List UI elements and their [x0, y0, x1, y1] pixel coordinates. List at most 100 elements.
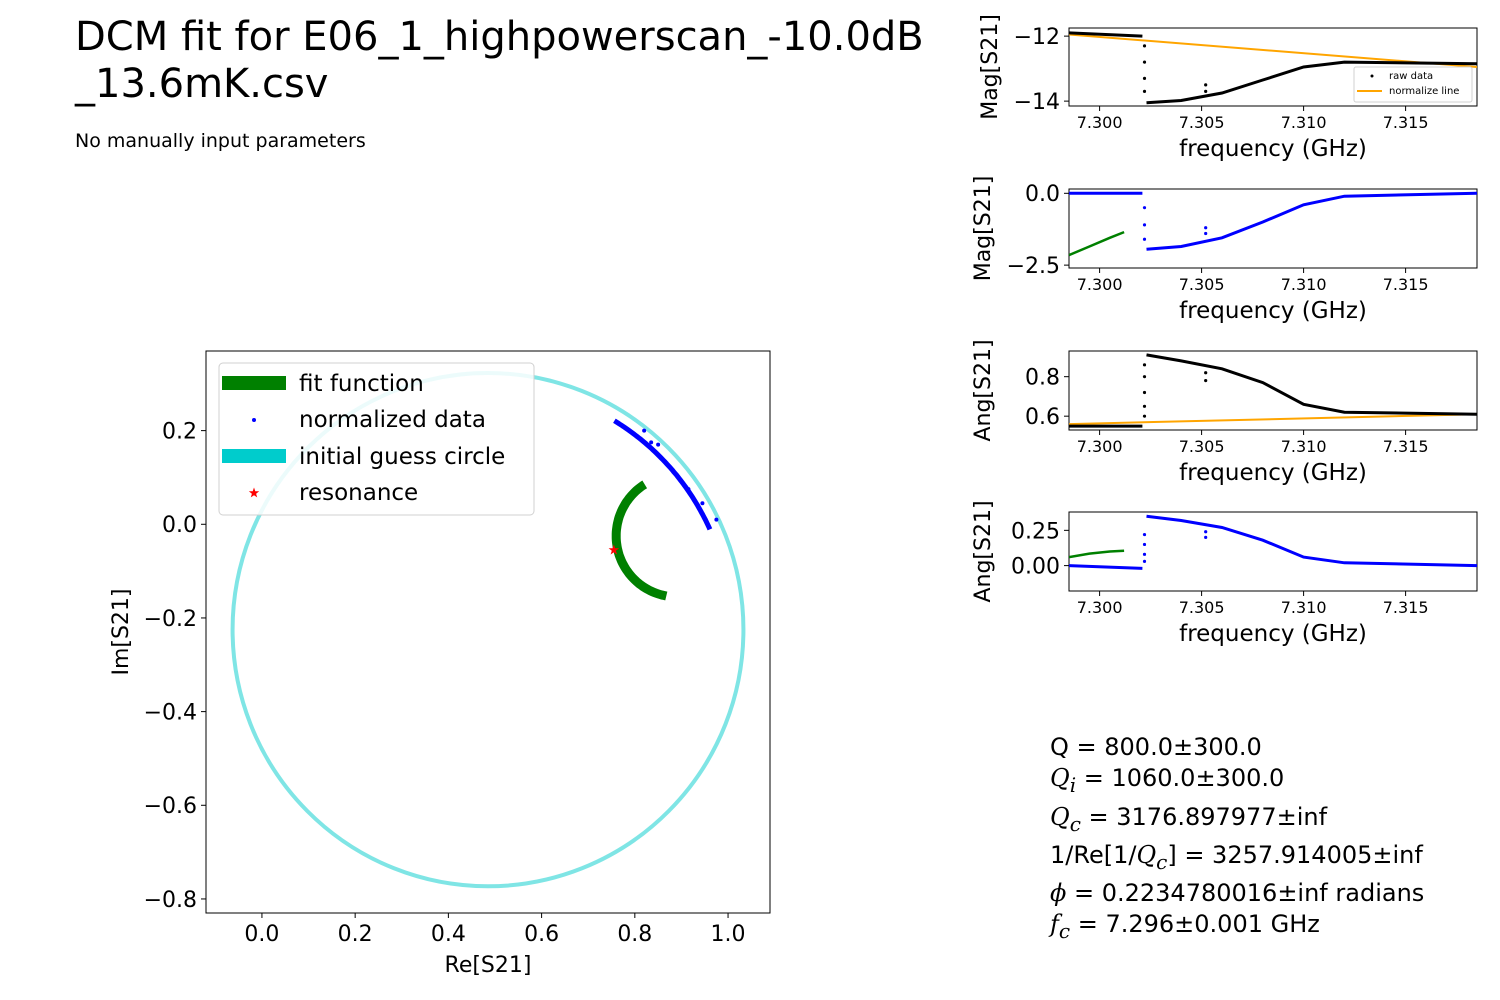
y-tick-label: −2.5 — [1007, 254, 1060, 279]
normalize-line — [1069, 413, 1477, 426]
normalized-data-series — [1146, 514, 1477, 568]
fc-row: fc = 7.296±0.001 GHz — [1050, 909, 1424, 947]
x-tick-label: 7.315 — [1383, 598, 1429, 617]
qi-sub: i — [1069, 773, 1077, 798]
x-tick-label: 7.300 — [1077, 113, 1123, 132]
x-tick-label: 7.300 — [1077, 437, 1123, 456]
raw-mag-series — [1069, 31, 1477, 105]
x-tick-label: 7.310 — [1281, 275, 1327, 294]
raw-mag-x-axis-label: frequency (GHz) — [1179, 136, 1367, 162]
norm-mag-x-axis-label: frequency (GHz) — [1179, 298, 1367, 324]
reqc-prefix: 1/Re[1/ — [1050, 840, 1137, 869]
x-tick-label: 0.2 — [338, 922, 373, 947]
y-tick-label: 0.2 — [162, 420, 197, 445]
x-tick-label: 7.305 — [1179, 275, 1225, 294]
raw-data-series — [1069, 31, 1143, 38]
legend-frame — [218, 362, 535, 516]
legend-entry: resonance — [299, 480, 418, 506]
data-point — [1204, 379, 1208, 383]
legend-frame — [1353, 66, 1473, 103]
legend-raw-swatch — [1370, 74, 1374, 78]
data-point — [1142, 542, 1147, 547]
legend-entry: initial guess circle — [299, 444, 505, 470]
raw-ang-y-axis-label: Ang[S21] — [971, 339, 996, 441]
qi-row: Qi = 1060.0±300.0 — [1050, 763, 1424, 801]
iq-legend: fit function normalized data initial guess… — [218, 362, 535, 516]
data-point — [1204, 371, 1208, 375]
norm-mag-y-axis-label: Mag[S21] — [971, 176, 996, 282]
plot-frame — [1068, 511, 1478, 592]
fc-sub: c — [1058, 919, 1071, 944]
raw-data-series — [1146, 60, 1477, 105]
y-tick-label: −12 — [1014, 25, 1060, 50]
data-point — [1142, 375, 1147, 379]
y-tick-label: −14 — [1014, 90, 1060, 115]
norm-mag-plot: 7.300 7.305 7.310 7.315 0.0 −2.5 frequency (GH… — [971, 176, 1478, 324]
data-point — [1142, 206, 1147, 210]
fit-series — [1069, 230, 1125, 257]
norm-ang-plot: 7.300 7.305 7.310 7.315 0.25 0.00 frequency (G… — [971, 500, 1478, 647]
raw-ang-plot: 7.300 7.305 7.310 7.315 0.8 0.6 frequency (GHz… — [971, 339, 1478, 486]
legend-resonance-swatch — [248, 487, 260, 498]
y-tick-label: −0.6 — [144, 794, 197, 819]
y-tick-label: 0.0 — [162, 513, 197, 538]
fc-label: f — [1050, 910, 1059, 939]
data-point — [1204, 535, 1208, 539]
qc-sub: c — [1069, 811, 1081, 836]
data-point — [1142, 237, 1147, 241]
data-point — [1204, 83, 1208, 87]
qi-label: Q — [1050, 764, 1070, 793]
norm-ang-x-axis-label: frequency (GHz) — [1179, 621, 1367, 647]
data-point — [1142, 414, 1147, 418]
norm-mag-series — [1069, 191, 1477, 257]
raw-ang-x-axis-label: frequency (GHz) — [1179, 460, 1367, 486]
iq-y-axis-label: Im[S21] — [109, 588, 134, 675]
data-point — [1204, 231, 1208, 236]
x-tick-label: 7.315 — [1383, 113, 1429, 132]
x-tick-label: 0.6 — [524, 922, 559, 947]
plot-frame — [1068, 188, 1478, 269]
iq-x-axis-label: Re[S21] — [445, 953, 532, 978]
fc-value: = 7.296±0.001 GHz — [1070, 910, 1320, 939]
title-line-1: DCM fit for E06_1_highpowerscan_-10.0dB — [75, 14, 924, 60]
legend-entry: fit function — [299, 371, 424, 397]
resonance-marker — [608, 544, 620, 555]
y-tick-label: 0.0 — [1025, 182, 1060, 207]
normalized-data-series — [1069, 564, 1143, 570]
qi-value: = 1060.0±300.0 — [1076, 764, 1285, 793]
data-point — [1142, 404, 1147, 408]
data-point — [1204, 89, 1208, 93]
x-tick-label: 0.4 — [431, 922, 466, 947]
x-tick-label: 7.315 — [1383, 275, 1429, 294]
data-point — [1142, 532, 1147, 537]
data-point — [1142, 390, 1147, 395]
x-tick-label: 7.305 — [1179, 598, 1225, 617]
normalized-data-point — [649, 440, 654, 445]
y-tick-label: 0.25 — [1011, 519, 1060, 544]
x-tick-label: 7.310 — [1281, 437, 1327, 456]
plot-frame — [205, 350, 771, 914]
fit-results: Q = 800.0±300.0 Qi = 1060.0±300.0 Qc = 3… — [1050, 732, 1424, 948]
data-point — [1142, 223, 1147, 227]
reqc-row: 1/Re[1/Qc] = 3257.914005±inf — [1050, 840, 1424, 878]
normalized-data-series — [1146, 191, 1477, 251]
normalized-data-point — [656, 442, 661, 447]
legend-guess-swatch — [222, 449, 286, 463]
iq-plot: 0.0 0.2 0.4 0.6 0.8 1.0 0.2 0.0 −0.2 −0.4 −0.6 −0.8… — [109, 350, 771, 978]
q-row: Q = 800.0±300.0 — [1050, 732, 1424, 763]
y-tick-label: 0.8 — [1025, 366, 1060, 391]
qc-row: Qc = 3176.897977±inf — [1050, 802, 1424, 840]
x-tick-label: 7.300 — [1077, 275, 1123, 294]
data-point — [1204, 226, 1208, 230]
figure-subtitle: No manually input parameters — [75, 130, 366, 152]
x-tick-label: 7.315 — [1383, 437, 1429, 456]
x-tick-label: 0.0 — [244, 922, 279, 947]
raw-ang-series — [1069, 353, 1477, 428]
legend-fit-swatch — [222, 376, 286, 390]
data-point — [1142, 44, 1147, 48]
legend-entry: normalize line — [1389, 86, 1459, 97]
normalized-data-arc — [613, 418, 713, 531]
raw-data-series — [1146, 353, 1477, 416]
legend-entry: raw data — [1389, 71, 1433, 82]
